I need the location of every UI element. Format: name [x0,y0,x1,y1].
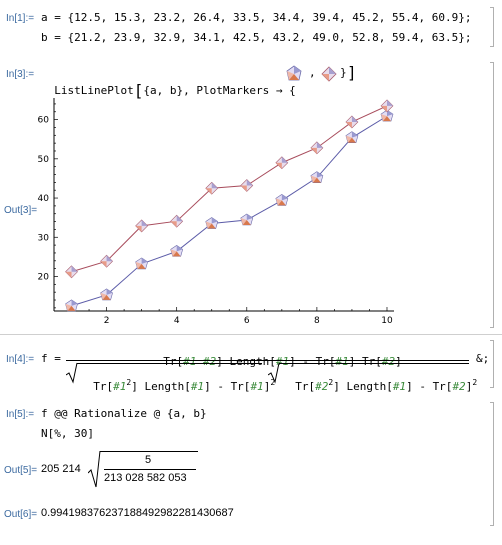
plot-args: {a, b}, PlotMarkers → { [143,84,296,97]
data-marker-2 [380,99,394,113]
data-marker-1 [170,245,184,257]
sqrt-icon [268,362,280,384]
input1-line-a[interactable]: a = {12.5, 15.3, 23.2, 26.4, 33.5, 34.4,… [41,11,472,24]
marker-input-icon-2 [321,66,337,82]
data-marker-1 [240,213,254,226]
out6-label: Out[6]= [4,509,38,520]
input3-expression[interactable]: ListLinePlot[{a, b}, PlotMarkers → { [54,81,296,100]
series-line-2 [71,105,388,273]
data-marker-1 [65,299,78,312]
formula-denominator-1: Tr[#12] Length[#1] - Tr[#1]2 [93,378,276,393]
data-marker-2 [170,214,184,228]
formula-numerator[interactable]: Tr[#1 #2] Length[#1] - Tr[#1] Tr[#2] [163,355,402,368]
y-tick-label: 40 [38,194,50,204]
cell-bracket[interactable] [490,340,494,388]
data-marker-2 [345,115,359,129]
y-tick-label: 50 [38,155,50,165]
y-tick-label: 30 [38,233,50,243]
cell-bracket[interactable] [490,62,494,328]
data-marker-1 [380,109,394,122]
x-tick-label: 2 [104,316,110,326]
radical-line [100,451,198,452]
data-marker-2 [310,141,324,155]
x-tick-label: 4 [174,316,180,326]
cell-separator [0,334,502,335]
data-marker-1 [310,171,324,183]
in5-label: In[5]:= [6,409,35,420]
data-marker-2 [135,219,149,233]
close-bracket: ] [347,63,357,82]
cell-bracket[interactable] [490,402,494,526]
cell-bracket[interactable] [490,7,494,47]
line-plot[interactable]: 2 4 6 8 10 20 30 40 50 60 [0,90,420,330]
data-marker-2 [205,181,219,195]
input3-separator: , [309,66,316,79]
input1-line-b[interactable]: b = {21.2, 23.9, 32.9, 34.1, 42.5, 43.2,… [41,31,472,44]
in1-label: In[1]:= [6,13,35,24]
y-tick-label: 60 [38,116,50,126]
fraction-bar [66,360,469,361]
sqrt-icon [88,450,101,488]
data-marker-1 [275,194,289,206]
formula-denominator-2: Tr[#22] Length[#1] - Tr[#2]2 [295,378,478,393]
series-line-1 [71,115,388,307]
data-marker-1 [100,288,113,301]
output5-numerator: 5 [145,454,152,466]
radical-line [77,363,262,364]
fraction-bar [104,469,196,470]
x-tick-label: 8 [314,316,320,326]
data-marker-2 [100,254,114,268]
out5-label: Out[5]= [4,465,38,476]
data-marker-2 [275,156,289,170]
x-tick-label: 6 [244,316,250,326]
x-tick-label: 10 [381,316,393,326]
data-marker-2 [65,265,78,279]
sqrt-icon [66,362,78,384]
input4-lhs[interactable]: f = [41,352,61,365]
in3-label: In[3]:= [6,69,35,80]
input5-line-1[interactable]: f @@ Rationalize @ {a, b} [41,407,207,420]
y-tick-label: 20 [38,272,50,282]
in4-label: In[4]:= [6,354,35,365]
radical-line [279,363,469,364]
input5-line-2[interactable]: N[%, 30] [41,427,94,440]
data-marker-1 [345,131,359,143]
marker-input-icon-1 [286,65,302,81]
data-marker-1 [135,257,148,270]
input3-close: } [340,66,347,79]
output6-value: 0.994198376237188492982281430687 [41,507,234,519]
data-marker-2 [240,179,254,192]
input4-tail: &; [476,352,490,365]
out3-label: Out[3]= [4,205,38,216]
output5-coefficient: 205 214 [41,463,81,475]
data-marker-1 [205,217,219,229]
output5-denominator: 213 028 582 053 [104,472,187,484]
plot-function: ListLinePlot [54,84,134,97]
